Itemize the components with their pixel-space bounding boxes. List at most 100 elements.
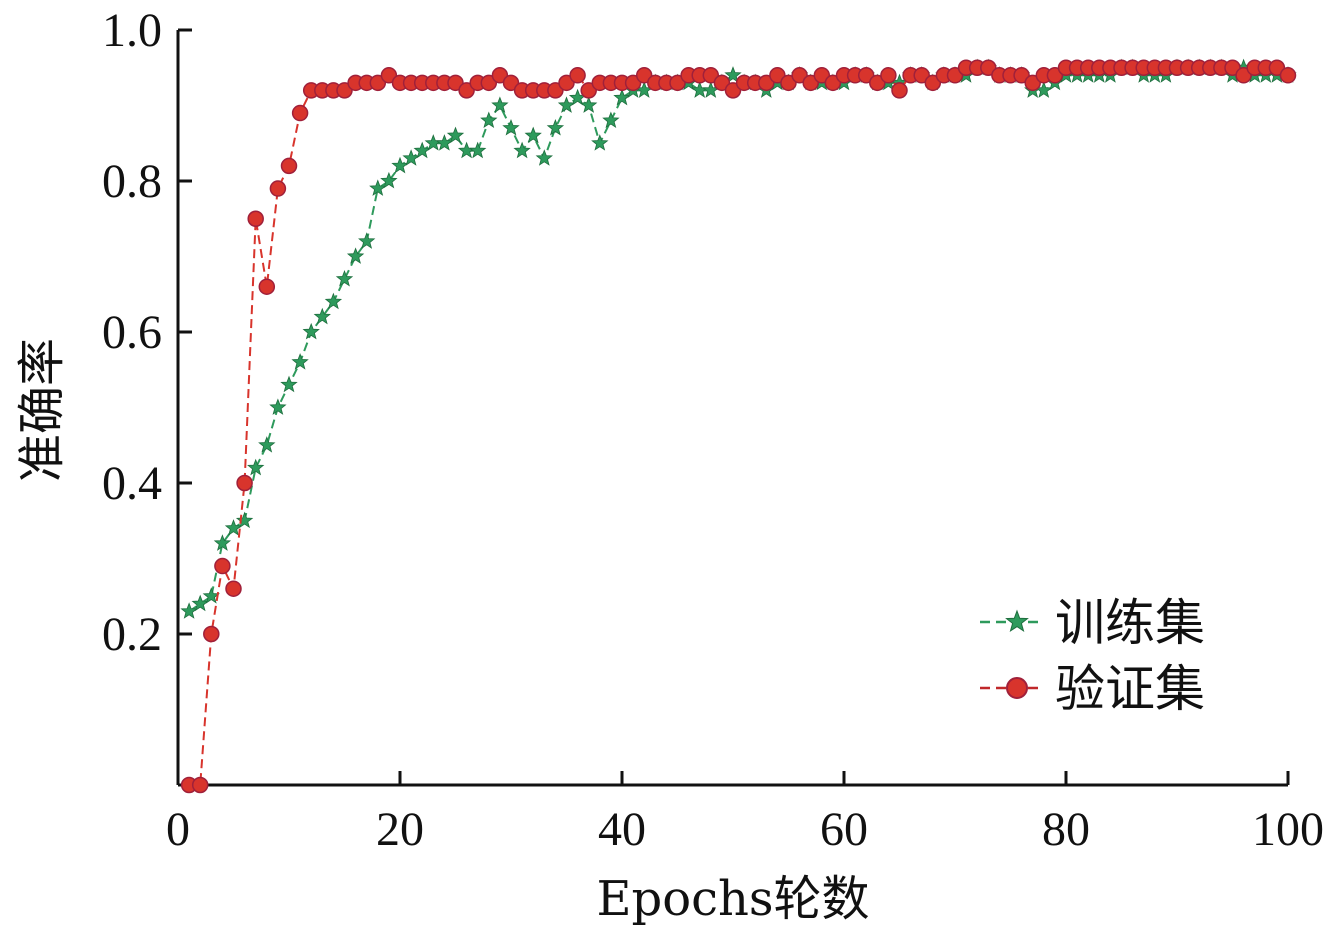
- data-point: [702, 67, 720, 84]
- data-point: [258, 278, 276, 295]
- data-point: [535, 149, 553, 166]
- data-point: [580, 96, 598, 113]
- data-point: [547, 82, 564, 99]
- data-point: [191, 776, 209, 794]
- data-point: [558, 74, 575, 92]
- data-point: [225, 580, 242, 597]
- data-point: [313, 307, 331, 325]
- data-point: [1024, 74, 1041, 92]
- data-point: [391, 156, 409, 174]
- data-point: [291, 353, 309, 370]
- y-ticks: 0.2 0.4 0.6 0.8 1.0: [102, 4, 192, 661]
- legend-val-circle-icon: [1006, 677, 1028, 699]
- data-point: [802, 74, 819, 92]
- data-point: [713, 74, 731, 92]
- data-point: [524, 126, 542, 144]
- y-tick-label: 0.2: [102, 608, 162, 661]
- data-point: [480, 74, 498, 92]
- data-point: [380, 67, 398, 84]
- legend-val-label: 验证集: [1055, 660, 1205, 718]
- data-point: [946, 67, 964, 84]
- data-point: [213, 534, 232, 551]
- series-layer: [180, 58, 1297, 794]
- data-point: [280, 157, 298, 175]
- data-point: [1268, 59, 1286, 76]
- legend-item-val: 验证集: [980, 660, 1205, 718]
- data-point: [880, 67, 897, 84]
- data-point: [1279, 67, 1297, 84]
- data-point: [458, 82, 475, 99]
- data-point: [214, 557, 231, 575]
- data-point: [569, 67, 586, 84]
- data-point: [335, 269, 354, 287]
- data-point: [546, 118, 565, 136]
- x-tick-label: 80: [1042, 803, 1090, 856]
- y-tick-label: 0.8: [102, 155, 162, 208]
- data-point: [236, 474, 253, 492]
- data-point: [602, 111, 620, 129]
- data-point: [769, 67, 786, 84]
- data-point: [269, 398, 287, 415]
- data-point: [446, 126, 465, 144]
- data-point: [613, 88, 631, 106]
- data-point: [813, 67, 831, 84]
- data-point: [580, 82, 597, 99]
- data-point: [402, 149, 420, 166]
- y-tick-label: 0.6: [102, 306, 162, 359]
- legend-train-star-icon: [1005, 609, 1029, 633]
- y-tick-label: 0.4: [102, 457, 162, 510]
- data-point: [447, 74, 464, 92]
- x-tick-label: 40: [598, 803, 646, 856]
- data-point: [247, 210, 264, 227]
- x-tick-label: 0: [166, 803, 190, 856]
- x-axis-label: Epochs轮数: [596, 871, 869, 927]
- data-point: [824, 74, 842, 92]
- data-point: [180, 602, 198, 619]
- x-ticks: 0 20 40 60 80 100: [166, 771, 1324, 856]
- legend: 训练集 验证集: [980, 594, 1205, 718]
- data-point: [669, 74, 686, 92]
- data-point: [435, 134, 454, 151]
- data-point: [869, 74, 886, 92]
- data-point: [980, 59, 997, 76]
- data-point: [891, 82, 908, 99]
- legend-item-train: 训练集: [980, 594, 1205, 652]
- data-point: [758, 74, 775, 92]
- data-point: [1013, 67, 1030, 84]
- data-point: [280, 375, 298, 393]
- data-point: [913, 67, 930, 84]
- data-point: [413, 141, 431, 159]
- data-point: [469, 141, 487, 159]
- data-point: [369, 74, 387, 92]
- data-point: [302, 322, 320, 340]
- x-tick-label: 100: [1252, 803, 1324, 856]
- data-point: [1235, 67, 1252, 84]
- legend-train-label: 训练集: [1055, 594, 1205, 652]
- y-tick-label: 1.0: [102, 4, 162, 57]
- data-point: [491, 67, 509, 84]
- data-point: [269, 180, 287, 197]
- data-point: [336, 82, 353, 99]
- data-point: [235, 511, 254, 529]
- data-point: [491, 96, 509, 113]
- data-point: [724, 66, 742, 83]
- data-point: [857, 67, 875, 84]
- data-point: [346, 247, 365, 264]
- data-point: [924, 74, 942, 92]
- data-point: [502, 74, 520, 92]
- data-point: [324, 292, 343, 310]
- x-tick-label: 20: [376, 803, 424, 856]
- data-point: [358, 232, 376, 249]
- data-point: [1224, 59, 1241, 76]
- data-point: [780, 74, 797, 92]
- data-point: [369, 179, 387, 196]
- series-val: [180, 59, 1297, 794]
- data-point: [258, 436, 276, 453]
- y-axis-label: 准确率: [14, 338, 70, 482]
- x-tick-label: 60: [820, 803, 868, 856]
- data-point: [635, 67, 653, 84]
- axes: [176, 30, 1288, 787]
- data-point: [557, 96, 576, 113]
- data-point: [724, 82, 742, 99]
